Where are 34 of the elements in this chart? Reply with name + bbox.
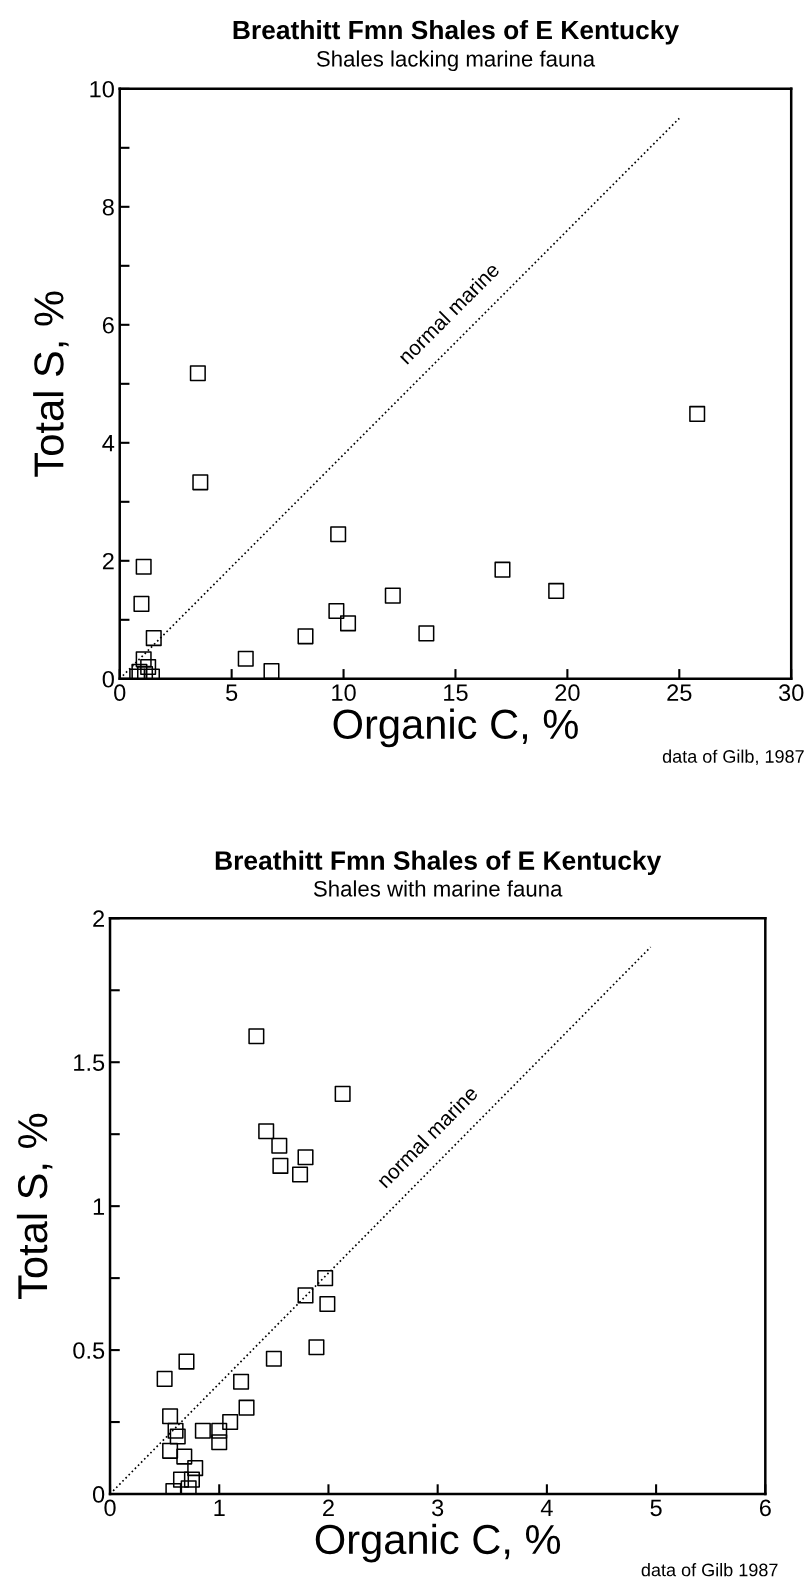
y-tick-label: 0 — [92, 1486, 105, 1503]
y-tick-label: 0.5 — [73, 1342, 105, 1359]
text: data of Gilb, 1987 — [662, 749, 804, 765]
y-tick-label: 1.5 — [74, 1054, 105, 1072]
text: data of Gilb 1987 — [641, 1563, 778, 1577]
y-tick-label: 6 — [102, 316, 114, 334]
x-tick-label: 2 — [323, 1499, 334, 1516]
y-tick-label: 2 — [93, 910, 104, 927]
x-axis-title: Organic C, % — [315, 1523, 561, 1563]
x-tick-label: 1 — [214, 1499, 225, 1516]
y-axis-title: Total S, % — [16, 1113, 53, 1299]
y-tick-label: 1 — [93, 1198, 105, 1215]
x-axis-title: Organic C, % — [333, 708, 578, 748]
y-tick-label: 8 — [102, 198, 114, 216]
y-axis-title: Total S, % — [33, 291, 69, 477]
x-tick-label: 6 — [759, 1499, 771, 1517]
x-tick-label: 20 — [555, 684, 580, 702]
x-tick-label: 3 — [432, 1499, 444, 1517]
chart-subtitle: Shales with marine fauna — [313, 880, 563, 897]
x-tick-label: 4 — [540, 1499, 553, 1516]
x-tick-label: 0 — [114, 684, 126, 702]
chart-title: Breathitt Fmn Shales of E Kentucky — [233, 19, 679, 45]
x-tick-label: 15 — [444, 684, 468, 702]
x-tick-label: 30 — [778, 684, 804, 702]
y-tick-label: 2 — [102, 552, 114, 570]
x-tick-label: 5 — [650, 1499, 662, 1517]
y-tick-label: 0 — [102, 670, 114, 688]
y-tick-label: 4 — [102, 435, 115, 452]
x-tick-label: 25 — [667, 684, 692, 702]
x-tick-label: 5 — [226, 684, 238, 702]
x-tick-label: 10 — [332, 684, 356, 702]
chart-title: Breathitt Fmn Shales of E Kentucky — [215, 850, 662, 876]
y-tick-label: 10 — [90, 80, 114, 98]
chart-subtitle: Shales lacking marine fauna — [316, 50, 596, 72]
